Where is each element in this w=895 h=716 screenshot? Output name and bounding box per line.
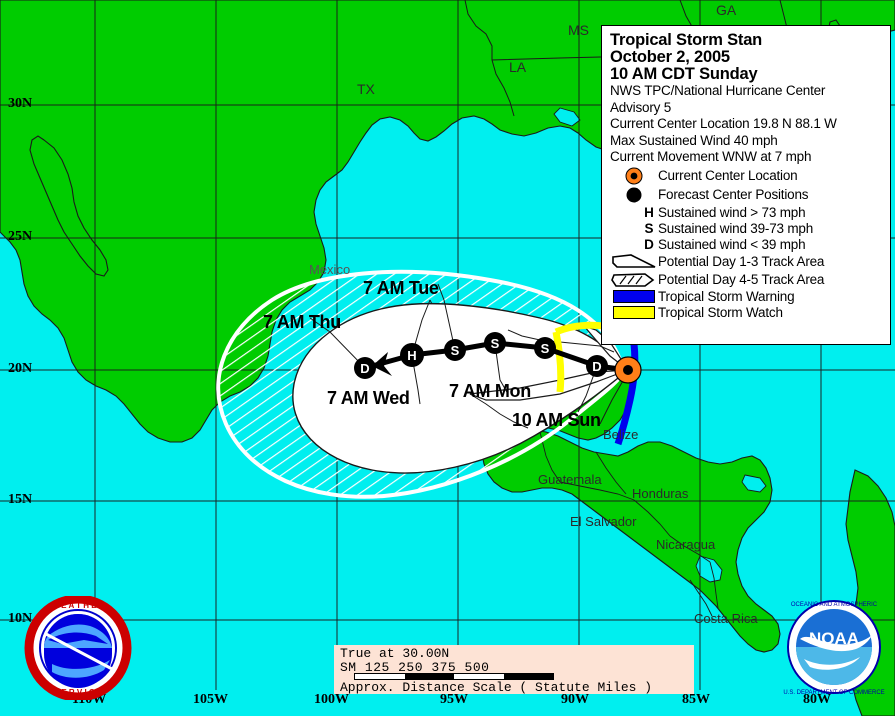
legend-label-watch: Tropical Storm Watch — [658, 304, 783, 320]
legend-label-code-h: Sustained wind > 73 mph — [658, 204, 806, 220]
distance-scale-box: True at 30.00N SM 125 250 375 500 Approx… — [334, 645, 694, 695]
scale-caption: Approx. Distance Scale ( Statute Miles ) — [340, 680, 653, 695]
land-central-america — [467, 401, 781, 653]
advisory-date: October 2, 2005 — [610, 48, 730, 66]
issuing-agency: NWS TPC/National Hurricane Center — [610, 83, 826, 98]
track-arrowhead — [372, 352, 392, 376]
legend-row-day13: Potential Day 1-3 Track Area — [610, 253, 890, 270]
current-center-icon — [610, 167, 658, 185]
center-location-text: Current Center Location 19.8 N 88.1 W — [610, 116, 837, 131]
legend-row-current-center: Current Center Location — [610, 167, 890, 185]
legend-code-s: S — [644, 220, 654, 236]
legend-row-code-d: D Sustained wind < 39 mph — [610, 237, 890, 252]
tropical-storm-watch-line-north — [554, 321, 605, 336]
advisory-info-panel: Tropical Storm Stan October 2, 2005 10 A… — [601, 25, 891, 345]
warning-color-swatch — [613, 289, 655, 303]
legend-row-watch: Tropical Storm Watch — [610, 305, 890, 320]
movement-text: Current Movement WNW at 7 mph — [610, 149, 812, 164]
noaa-logo: NOAA OCEANIC AND ATMOSPHERIC U.S. DEPART… — [783, 600, 885, 696]
scale-bar-graphic — [354, 673, 554, 680]
legend-code-h: H — [644, 204, 654, 220]
day-4-5-cone-icon — [610, 271, 658, 288]
legend-row-code-s: S Sustained wind 39-73 mph — [610, 221, 890, 236]
day-1-3-cone-icon — [610, 253, 658, 270]
legend-label-current-center: Current Center Location — [658, 168, 798, 183]
legend-row-day45: Potential Day 4-5 Track Area — [610, 271, 890, 288]
water-lake-nicaragua — [695, 555, 723, 583]
legend-row-warning: Tropical Storm Warning — [610, 289, 890, 304]
legend-label-code-d: Sustained wind < 39 mph — [658, 236, 806, 252]
watch-color-swatch — [613, 305, 655, 319]
scale-units-row: SM 125 250 375 500 — [340, 660, 490, 675]
advisory-time: 10 AM CDT Sunday — [610, 65, 758, 83]
land-baja-california — [29, 135, 109, 277]
svg-text:U.S. DEPARTMENT OF COMMERCE: U.S. DEPARTMENT OF COMMERCE — [783, 690, 884, 696]
legend-label-day45: Potential Day 4-5 Track Area — [658, 271, 825, 287]
legend-label-day13: Potential Day 1-3 Track Area — [658, 253, 825, 269]
legend-label-warning: Tropical Storm Warning — [658, 288, 795, 304]
tropical-storm-watch-line — [552, 331, 565, 393]
svg-text:OCEANIC AND ATMOSPHERIC: OCEANIC AND ATMOSPHERIC — [791, 602, 878, 608]
water-lake-gulf — [553, 107, 581, 127]
legend-row-forecast-positions: Forecast Center Positions — [610, 186, 890, 204]
water-honduras-bay — [741, 474, 767, 493]
noaa-logo-text: NOAA — [809, 629, 859, 648]
forecast-position-icon — [610, 186, 658, 204]
svg-text:S E R V I C E: S E R V I C E — [54, 688, 103, 697]
national-weather-service-logo: W E A T H E R S E R V I C E — [24, 596, 132, 700]
svg-text:W E A T H E R: W E A T H E R — [51, 601, 104, 610]
storm-name: Tropical Storm Stan — [610, 31, 763, 49]
scale-true-at: True at 30.00N — [340, 646, 450, 661]
legend-label-code-s: Sustained wind 39-73 mph — [658, 220, 814, 236]
advisory-number: Advisory 5 — [610, 99, 672, 115]
inland-water-group — [553, 107, 767, 583]
legend-label-forecast-positions: Forecast Center Positions — [658, 187, 809, 202]
max-wind-text: Max Sustained Wind 40 mph — [610, 132, 778, 148]
legend-row-code-h: H Sustained wind > 73 mph — [610, 205, 890, 220]
legend-code-d: D — [644, 236, 654, 252]
